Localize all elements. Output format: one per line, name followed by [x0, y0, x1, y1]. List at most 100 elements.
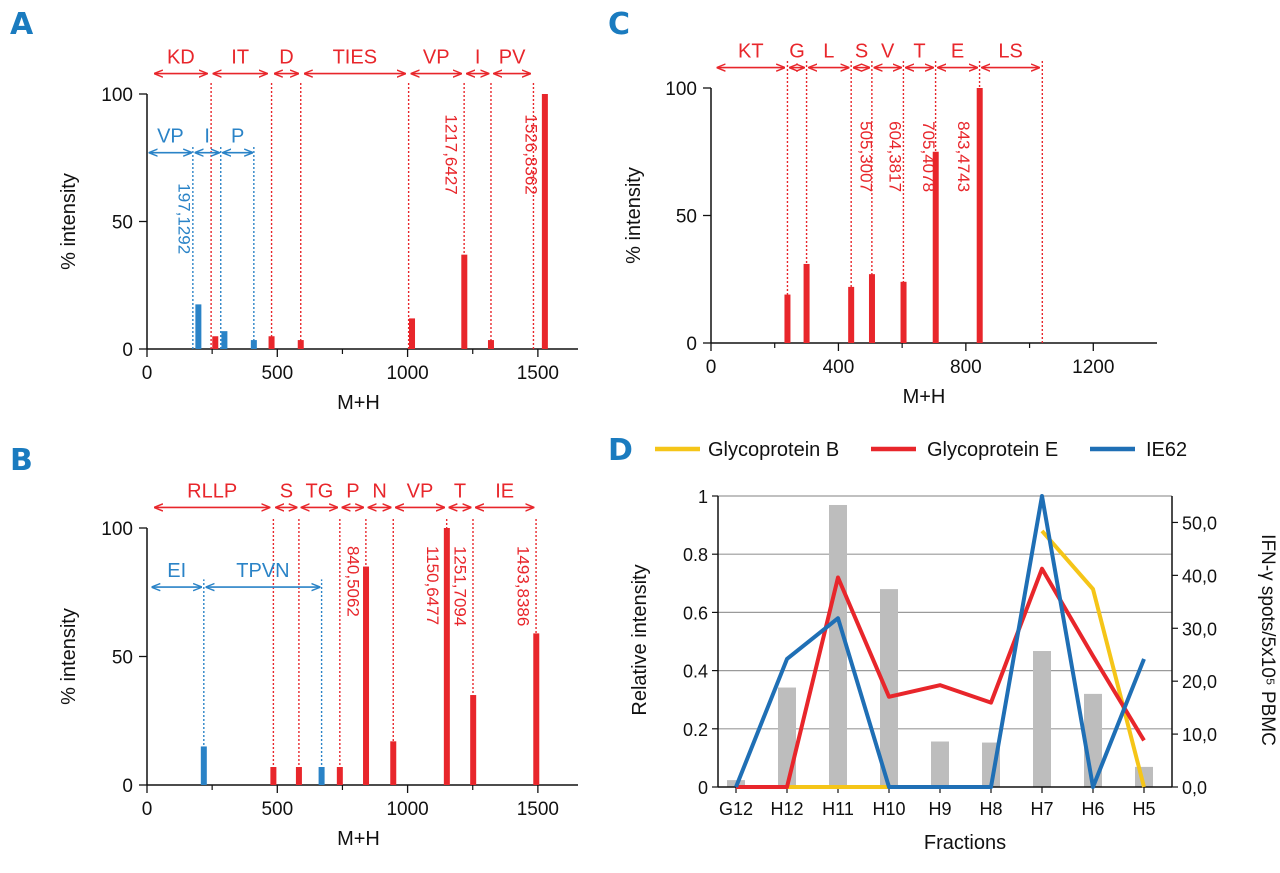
- x-tick-label: H7: [1030, 799, 1053, 819]
- y-tick-label: 0.6: [683, 603, 708, 623]
- peak-bar: [212, 336, 219, 349]
- peak-bar: [336, 767, 343, 785]
- peak-bar: [533, 633, 540, 785]
- fragment-label: P: [346, 480, 359, 502]
- fragment-label: T: [913, 41, 925, 63]
- peak-bar: [250, 340, 257, 349]
- mass-label: 1251,7094: [450, 546, 469, 626]
- panel-label-d: D: [608, 433, 633, 468]
- peak-bar: [295, 767, 302, 785]
- peak-bar: [976, 88, 983, 343]
- x-tick-label: H12: [770, 799, 803, 819]
- panel-d: D 00.20.40.60.810,010,020,030,040,050,0G…: [608, 433, 1278, 854]
- fragment-label: IE: [495, 480, 514, 502]
- peak-bar: [268, 336, 275, 349]
- y-tick-label: 100: [101, 85, 133, 106]
- mass-label: 1150,6477: [423, 546, 442, 625]
- y2-tick-label: 20,0: [1182, 672, 1217, 692]
- fragment-label: IT: [231, 47, 249, 69]
- x-tick-label: 500: [261, 363, 293, 384]
- x-tick-label: 1000: [386, 363, 428, 384]
- y-tick-label: 100: [101, 519, 133, 540]
- fragment-label: VP: [423, 47, 450, 69]
- x-tick-label: 500: [261, 799, 293, 820]
- peak-bar: [848, 286, 855, 343]
- fragment-label: D: [279, 47, 293, 69]
- x-axis-title: M+H: [337, 392, 380, 414]
- mass-label: 705,4078: [919, 121, 938, 192]
- x-tick-label: H11: [822, 799, 854, 819]
- fragment-label: EI: [167, 560, 186, 582]
- fragment-label: PV: [499, 47, 526, 69]
- mass-label: 197,1292: [174, 183, 193, 254]
- x-tick-label: 1000: [386, 799, 428, 820]
- x-tick-label: G12: [719, 799, 753, 819]
- y-tick-label: 1: [698, 487, 708, 507]
- peak-bar: [803, 263, 810, 343]
- x-tick-label: 400: [823, 357, 855, 378]
- legend-label: Glycoprotein B: [708, 439, 839, 461]
- legend-label: IE62: [1146, 439, 1187, 461]
- peak-bar: [363, 566, 370, 785]
- y-tick-label: 0: [122, 776, 133, 797]
- peak-bar: [541, 94, 548, 349]
- panel-label-b: B: [10, 443, 33, 478]
- fragment-label: E: [951, 41, 964, 63]
- mass-label: 840,5062: [344, 546, 363, 617]
- fragment-label: P: [231, 126, 244, 148]
- ifn-bar: [829, 504, 847, 787]
- peak-bar: [784, 294, 791, 343]
- x-axis-title: M+H: [337, 828, 380, 850]
- peak-bar: [390, 741, 397, 785]
- series-line: [734, 494, 1146, 789]
- x-tick-label: 1500: [517, 363, 559, 384]
- y-tick-label: 0.2: [683, 720, 708, 740]
- peak-bar: [470, 695, 477, 785]
- fragment-label: T: [454, 480, 466, 502]
- peak-bar: [200, 746, 207, 785]
- panel-label-c: C: [608, 7, 630, 42]
- peak-bar: [221, 331, 228, 349]
- y-axis-title: % intensity: [623, 167, 645, 264]
- y-axis-title: % intensity: [58, 173, 80, 270]
- x-tick-label: 1200: [1072, 357, 1114, 378]
- mass-label: 604,3817: [885, 121, 904, 192]
- y2-tick-label: 40,0: [1182, 566, 1217, 586]
- fragment-label: I: [204, 126, 210, 148]
- x-tick-label: 800: [950, 357, 982, 378]
- fragment-label: V: [881, 41, 895, 63]
- x-tick-label: H9: [928, 799, 951, 819]
- y-tick-label: 0.8: [683, 545, 708, 565]
- fragment-label: I: [475, 47, 481, 69]
- fragment-label: LS: [998, 41, 1022, 63]
- peak-bar: [443, 528, 450, 785]
- fragment-label: S: [280, 480, 293, 502]
- x-tick-label: H10: [872, 799, 905, 819]
- peak-bar: [297, 340, 304, 349]
- peak-bar: [868, 274, 875, 343]
- panel-label-a: A: [10, 7, 34, 42]
- x-tick-label: H5: [1132, 799, 1155, 819]
- fragment-label: TG: [305, 480, 333, 502]
- fragment-label: RLLP: [187, 480, 237, 502]
- fragment-label: VP: [407, 480, 434, 502]
- mass-label: 1526,8362: [522, 114, 541, 194]
- mass-label: 1493,8386: [514, 546, 533, 626]
- x-tick-label: H6: [1081, 799, 1104, 819]
- x-tick-label: H8: [979, 799, 1002, 819]
- y2-tick-label: 10,0: [1182, 725, 1217, 745]
- fragment-label: TPVN: [236, 560, 289, 582]
- fragment-label: VP: [157, 126, 184, 148]
- fragment-label: N: [372, 480, 386, 502]
- peak-bar: [932, 151, 939, 343]
- ifn-bar: [931, 741, 949, 787]
- y-tick-label: 0: [698, 778, 708, 798]
- y2-tick-label: 30,0: [1182, 619, 1217, 639]
- peak-bar: [487, 340, 494, 349]
- y-tick-label: 50: [112, 648, 133, 669]
- x-tick-label: 1500: [517, 799, 559, 820]
- fragment-label: KD: [167, 47, 195, 69]
- y2-tick-label: 0,0: [1182, 778, 1207, 798]
